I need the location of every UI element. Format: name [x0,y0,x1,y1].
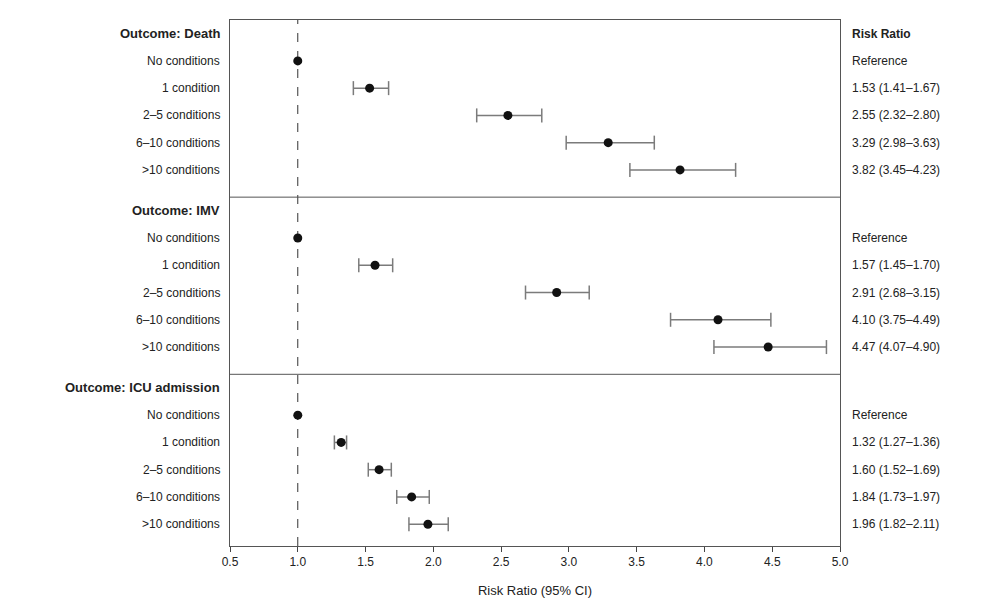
svg-text:1.96 (1.82–2.11): 1.96 (1.82–2.11) [852,517,939,531]
svg-text:1.32 (1.27–1.36): 1.32 (1.27–1.36) [852,435,940,449]
svg-text:2.5: 2.5 [493,555,510,569]
svg-text:4.10 (3.75–4.49): 4.10 (3.75–4.49) [852,313,940,327]
svg-text:Risk Ratio: Risk Ratio [852,27,911,41]
svg-text:6–10 conditions: 6–10 conditions [136,313,220,327]
svg-text:3.0: 3.0 [561,555,578,569]
svg-text:1.53 (1.41–1.67): 1.53 (1.41–1.67) [852,81,940,95]
svg-text:5.0: 5.0 [832,555,849,569]
svg-text:6–10 conditions: 6–10 conditions [136,136,220,150]
svg-text:1.0: 1.0 [289,555,306,569]
svg-text:No conditions: No conditions [147,231,220,245]
svg-text:>10 conditions: >10 conditions [142,163,220,177]
svg-text:1 condition: 1 condition [162,435,220,449]
svg-text:1.60 (1.52–1.69): 1.60 (1.52–1.69) [852,463,940,477]
svg-text:6–10 conditions: 6–10 conditions [136,490,220,504]
svg-text:2–5 conditions: 2–5 conditions [143,108,220,122]
svg-text:3.82 (3.45–4.23): 3.82 (3.45–4.23) [852,163,940,177]
svg-text:Outcome: Death: Outcome: Death [120,26,220,41]
svg-text:2–5 conditions: 2–5 conditions [143,286,220,300]
svg-text:3.5: 3.5 [628,555,645,569]
svg-text:Outcome: ICU admission: Outcome: ICU admission [65,380,220,395]
svg-text:Reference: Reference [852,231,908,245]
svg-text:2–5 conditions: 2–5 conditions [143,463,220,477]
svg-text:Reference: Reference [852,54,908,68]
svg-text:Outcome: IMV: Outcome: IMV [132,203,220,218]
svg-text:1 condition: 1 condition [162,81,220,95]
svg-text:2.91 (2.68–3.15): 2.91 (2.68–3.15) [852,286,940,300]
svg-text:1.5: 1.5 [357,555,374,569]
svg-text:Risk Ratio (95% CI): Risk Ratio (95% CI) [478,583,592,598]
svg-text:1.84 (1.73–1.97): 1.84 (1.73–1.97) [852,490,940,504]
svg-text:No conditions: No conditions [147,408,220,422]
svg-text:1.57 (1.45–1.70): 1.57 (1.45–1.70) [852,258,940,272]
svg-text:4.5: 4.5 [764,555,781,569]
svg-text:3.29 (2.98–3.63): 3.29 (2.98–3.63) [852,136,940,150]
svg-text:2.0: 2.0 [425,555,442,569]
svg-text:4.47 (4.07–4.90): 4.47 (4.07–4.90) [852,340,940,354]
svg-text:2.55 (2.32–2.80): 2.55 (2.32–2.80) [852,108,940,122]
svg-text:4.0: 4.0 [696,555,713,569]
svg-text:>10 conditions: >10 conditions [142,340,220,354]
svg-text:>10 conditions: >10 conditions [142,517,220,531]
svg-text:Reference: Reference [852,408,908,422]
svg-text:No conditions: No conditions [147,54,220,68]
svg-text:1 condition: 1 condition [162,258,220,272]
svg-text:0.5: 0.5 [222,555,239,569]
